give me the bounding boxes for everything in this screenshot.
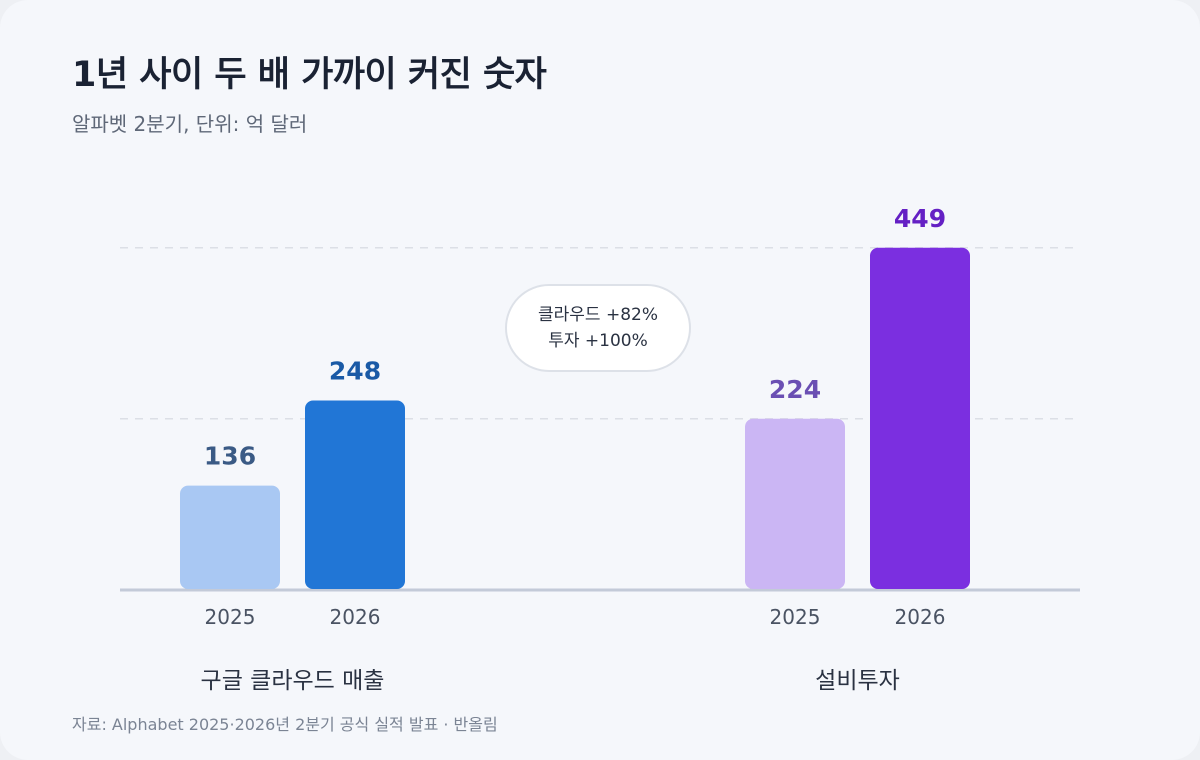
data-label: 449 xyxy=(894,204,946,233)
bar-capex-2025 xyxy=(745,418,845,589)
callout-capex-growth: 투자 +100% xyxy=(548,331,648,351)
group-label: 구글 클라우드 매출 xyxy=(201,668,385,694)
data-label: 248 xyxy=(329,357,381,386)
bar-cloud-2026 xyxy=(305,400,405,589)
source-note: 자료: Alphabet 2025·2026년 2분기 공식 실적 발표 · 반… xyxy=(72,715,498,734)
bar-cloud-2025 xyxy=(180,485,280,589)
x-tick-label: 2026 xyxy=(330,605,381,629)
growth-callout: 클라우드 +82% 투자 +100% xyxy=(505,284,691,372)
page-title: 1년 사이 두 배 가까이 커진 숫자 xyxy=(72,55,547,95)
data-label: 224 xyxy=(769,375,821,404)
group-label: 설비투자 xyxy=(815,668,900,694)
callout-cloud-growth: 클라우드 +82% xyxy=(538,305,658,325)
data-label: 136 xyxy=(204,442,256,471)
page-subtitle: 알파벳 2분기, 단위: 억 달러 xyxy=(72,112,308,136)
bar-capex-2026 xyxy=(870,247,970,589)
x-tick-label: 2025 xyxy=(205,605,256,629)
x-tick-label: 2025 xyxy=(770,605,821,629)
x-tick-label: 2026 xyxy=(895,605,946,629)
